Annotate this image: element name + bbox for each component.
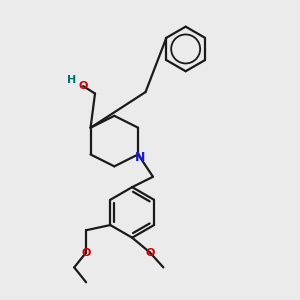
Text: N: N [134, 151, 145, 164]
Text: O: O [81, 248, 91, 257]
Text: O: O [145, 248, 155, 257]
Text: O: O [78, 81, 88, 91]
Text: H: H [67, 75, 76, 85]
